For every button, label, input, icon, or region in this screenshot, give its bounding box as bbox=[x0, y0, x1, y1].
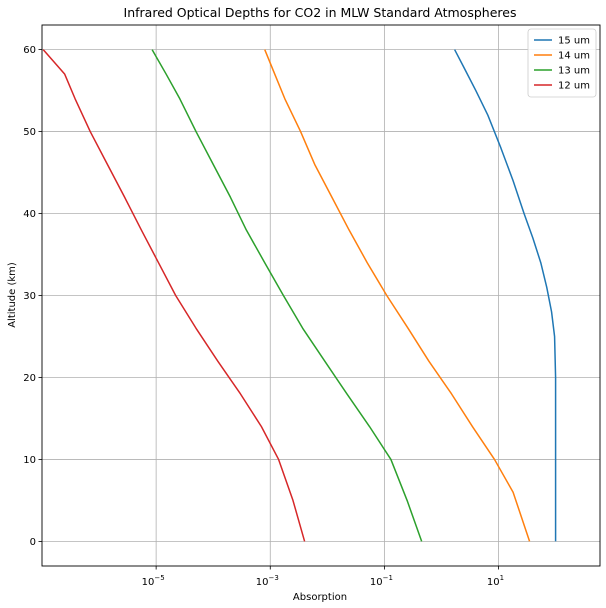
series-line-12-um bbox=[42, 49, 306, 542]
y-axis-label: Altitude (km) bbox=[7, 262, 18, 328]
y-tick-label: 40 bbox=[23, 209, 36, 220]
series-layer bbox=[42, 49, 557, 542]
series-line-14-um bbox=[264, 49, 531, 542]
x-axis: 10−5 10−3 10−1 101 bbox=[142, 566, 504, 588]
series-line-15-um bbox=[453, 49, 557, 542]
y-tick-label: 20 bbox=[23, 373, 36, 384]
grid-lines bbox=[42, 25, 600, 566]
x-tick-label: 10−1 bbox=[370, 574, 393, 588]
x-axis-label: Absorption bbox=[293, 592, 347, 603]
y-tick-label: 30 bbox=[23, 291, 36, 302]
y-tick-label: 50 bbox=[23, 127, 36, 138]
legend-label: 13 um bbox=[558, 66, 590, 77]
chart-title: Infrared Optical Depths for CO2 in MLW S… bbox=[124, 5, 517, 20]
y-tick-label: 10 bbox=[23, 455, 36, 466]
x-tick-label: 10−3 bbox=[256, 574, 279, 588]
x-tick-label: 101 bbox=[487, 574, 504, 588]
x-tick-label: 10−5 bbox=[142, 574, 165, 588]
y-tick-label: 0 bbox=[30, 537, 36, 548]
legend-label: 14 um bbox=[558, 51, 590, 62]
legend-box bbox=[527, 28, 597, 98]
y-tick-label: 60 bbox=[23, 45, 36, 56]
series-line-13-um bbox=[151, 49, 423, 542]
legend-label: 12 um bbox=[558, 81, 590, 92]
legend: 15 um 14 um 13 um 12 um bbox=[527, 28, 597, 98]
legend-label: 15 um bbox=[558, 36, 590, 47]
y-axis: 0 10 20 30 40 50 60 bbox=[23, 45, 42, 548]
